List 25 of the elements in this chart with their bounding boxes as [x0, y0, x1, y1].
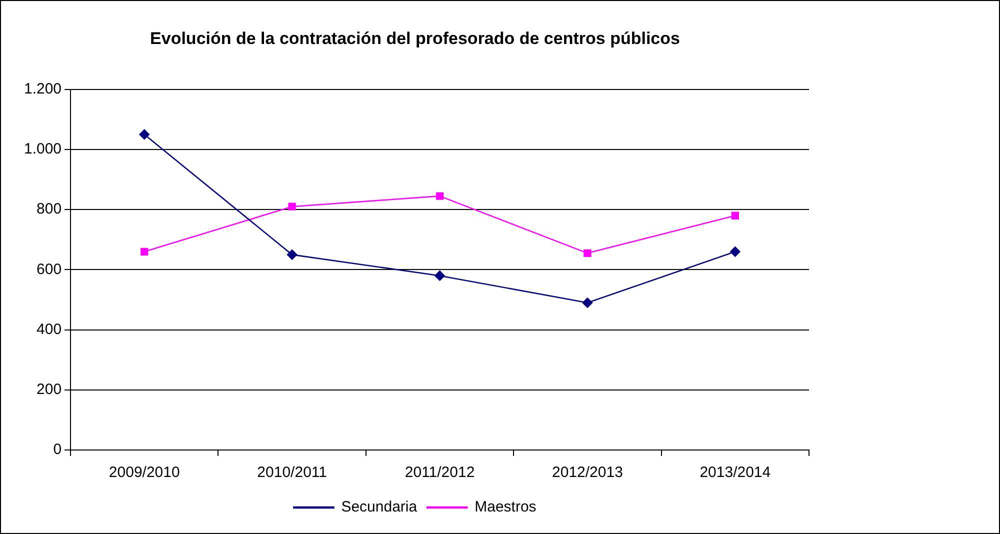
point — [582, 298, 593, 308]
y-tick-label: 1.000 — [24, 140, 62, 158]
y-tick-label: 600 — [36, 260, 62, 278]
point — [436, 192, 444, 200]
point — [584, 249, 592, 258]
point — [434, 270, 445, 281]
x-tick-label: 2010/2011 — [257, 464, 327, 482]
chart-title: Evolución de la contratación del profesorado de centros públicos — [150, 28, 680, 48]
x-tick-label: 2013/2014 — [700, 464, 771, 482]
x-tick-label: 2009/2010 — [108, 464, 180, 482]
y-tick-label: 200 — [36, 381, 62, 398]
y-tick-label: 800 — [36, 200, 62, 218]
point — [139, 129, 150, 140]
x-tick-label: 2011/2012 — [404, 464, 475, 482]
point — [730, 246, 740, 257]
x-tick-label: 2012/2013 — [552, 464, 623, 482]
point — [140, 248, 148, 256]
point — [288, 202, 296, 210]
y-tick-label: 400 — [36, 320, 62, 338]
y-tick-label: 0 — [53, 441, 62, 458]
point — [286, 250, 298, 260]
legend-label: Secundaria — [341, 498, 418, 516]
legend-label: Maestros — [474, 498, 536, 516]
point — [731, 212, 739, 220]
y-tick-label: 1.200 — [24, 80, 62, 98]
